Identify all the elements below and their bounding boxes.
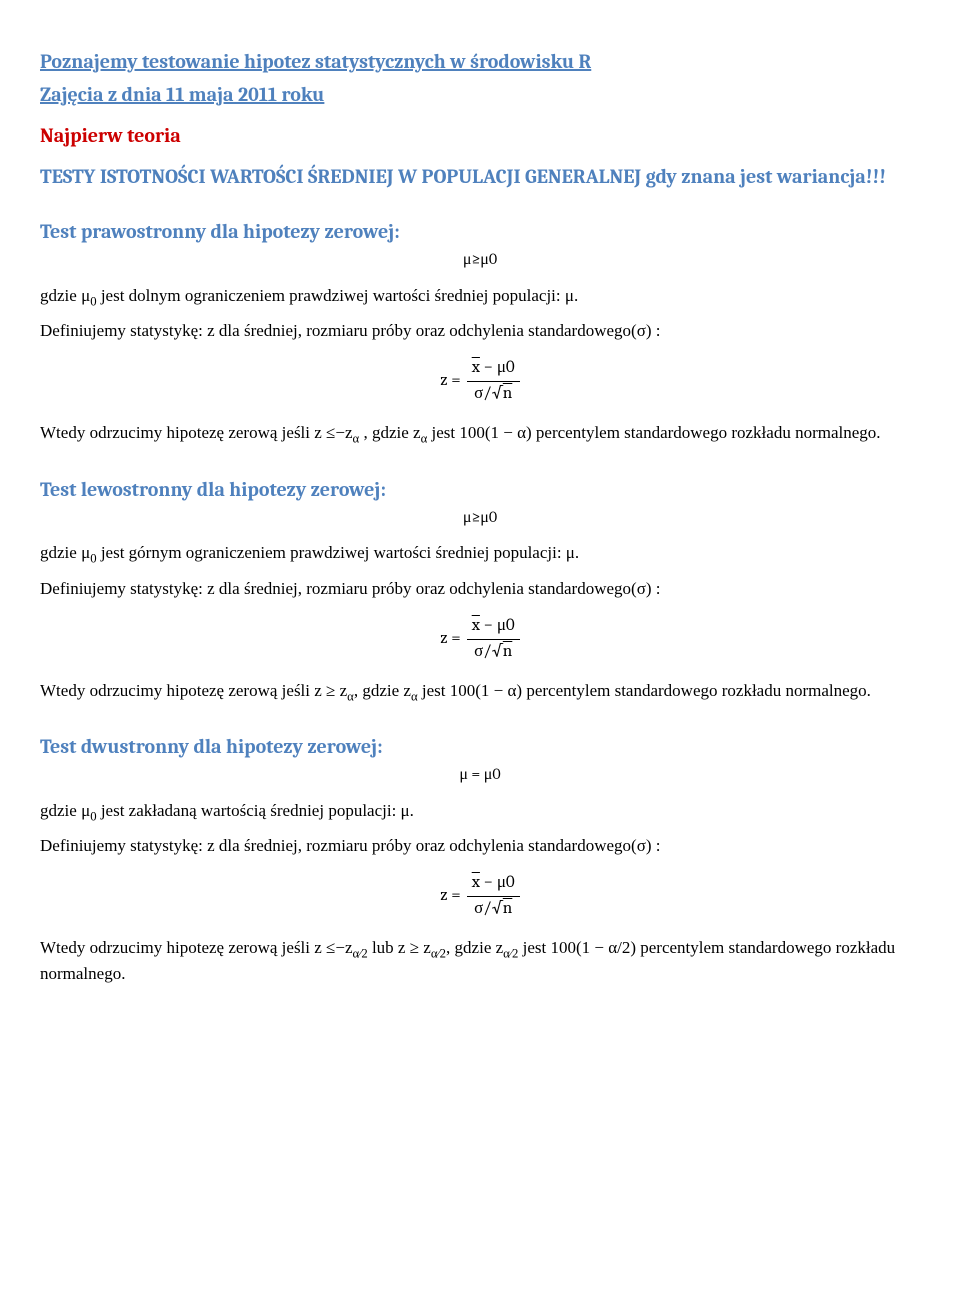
section-2-title: Test lewostronny dla hipotezy zerowej: — [40, 476, 920, 503]
subscript: α∕2 — [353, 947, 368, 961]
text: gdzie μ — [40, 543, 90, 562]
fraction: x − μ0 σ/√n — [467, 615, 520, 664]
text: jest 100(1 − α) percentylem standardoweg… — [427, 423, 880, 442]
text: Wtedy odrzucimy hipotezę zerową jeśli z … — [40, 681, 347, 700]
subscript: α — [411, 689, 418, 703]
sqrt-n: n — [503, 384, 513, 403]
num-tail: − μ0 — [480, 873, 515, 892]
num-tail: − μ0 — [480, 358, 515, 377]
fraction: x − μ0 σ/√n — [467, 357, 520, 406]
text: Wtedy odrzucimy hipotezę zerową jeśli z … — [40, 938, 353, 957]
page-title: Poznajemy testowanie hipotez statystyczn… — [40, 48, 920, 75]
section-1-hypothesis: μ≥μ0 — [40, 249, 920, 271]
text: , gdzie z — [354, 681, 411, 700]
subscript: α∕2 — [503, 947, 518, 961]
sigma: σ/ — [474, 384, 492, 403]
section-2-define: Definiujemy statystykę: z dla średniej, … — [40, 578, 920, 601]
section-2-formula: z = x − μ0 σ/√n — [40, 615, 920, 664]
topic-heading: TESTY ISTOTNOŚCI WARTOŚCI ŚREDNIEJ W POP… — [40, 163, 920, 190]
text: , gdzie z — [359, 423, 420, 442]
section-3-intro: gdzie μ0 jest zakładaną wartością średni… — [40, 800, 920, 826]
xbar: x — [472, 873, 480, 892]
denominator: σ/√n — [467, 382, 520, 406]
subscript: α∕2 — [431, 947, 446, 961]
sqrt-n: n — [503, 899, 513, 918]
denominator: σ/√n — [467, 897, 520, 921]
num-tail: − μ0 — [480, 616, 515, 635]
text: jest zakładaną wartością średniej popula… — [97, 801, 414, 820]
section-1-define: Definiujemy statystykę: z dla średniej, … — [40, 320, 920, 343]
page-subtitle: Zajęcia z dnia 11 maja 2011 roku — [40, 81, 920, 108]
xbar: x — [472, 358, 480, 377]
section-1-intro: gdzie μ0 jest dolnym ograniczeniem prawd… — [40, 285, 920, 311]
z-equals: z = — [440, 370, 460, 393]
section-2-hypothesis: μ≥μ0 — [40, 507, 920, 529]
z-equals: z = — [440, 628, 460, 651]
section-1-formula: z = x − μ0 σ/√n — [40, 357, 920, 406]
numerator: x − μ0 — [467, 872, 520, 897]
sigma: σ/ — [474, 642, 492, 661]
section-1-reject: Wtedy odrzucimy hipotezę zerową jeśli z … — [40, 422, 920, 448]
denominator: σ/√n — [467, 640, 520, 664]
section-1-title: Test prawostronny dla hipotezy zerowej: — [40, 218, 920, 245]
xbar: x — [472, 616, 480, 635]
section-3-hypothesis: μ = μ0 — [40, 764, 920, 786]
section-3-define: Definiujemy statystykę: z dla średniej, … — [40, 835, 920, 858]
numerator: x − μ0 — [467, 357, 520, 382]
section-3-title: Test dwustronny dla hipotezy zerowej: — [40, 733, 920, 760]
sqrt-n: n — [503, 642, 513, 661]
text: jest górnym ograniczeniem prawdziwej war… — [97, 543, 580, 562]
text: jest dolnym ograniczeniem prawdziwej war… — [97, 286, 579, 305]
section-3-formula: z = x − μ0 σ/√n — [40, 872, 920, 921]
text: Wtedy odrzucimy hipotezę zerową jeśli z … — [40, 423, 353, 442]
section-3-reject: Wtedy odrzucimy hipotezę zerową jeśli z … — [40, 937, 920, 986]
section-2-intro: gdzie μ0 jest górnym ograniczeniem prawd… — [40, 542, 920, 568]
subscript: α — [347, 689, 354, 703]
text: , gdzie z — [446, 938, 503, 957]
section-2-reject: Wtedy odrzucimy hipotezę zerową jeśli z … — [40, 680, 920, 706]
text: gdzie μ — [40, 286, 90, 305]
text: jest 100(1 − α) percentylem standardoweg… — [418, 681, 871, 700]
fraction: x − μ0 σ/√n — [467, 872, 520, 921]
z-equals: z = — [440, 885, 460, 908]
text: gdzie μ — [40, 801, 90, 820]
sigma: σ/ — [474, 899, 492, 918]
intro-heading: Najpierw teoria — [40, 122, 920, 149]
numerator: x − μ0 — [467, 615, 520, 640]
text: lub z ≥ z — [368, 938, 431, 957]
